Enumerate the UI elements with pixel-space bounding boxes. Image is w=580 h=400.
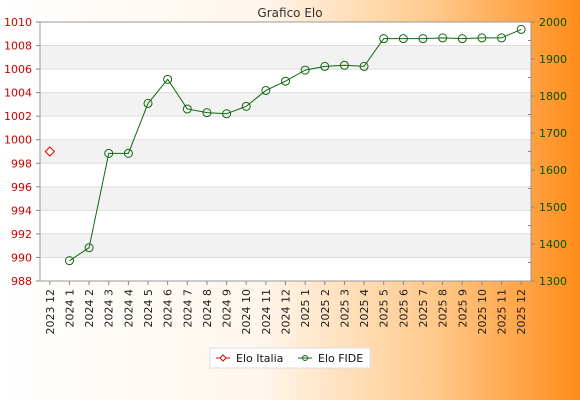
legend-box — [209, 347, 371, 369]
data-point — [222, 109, 232, 119]
data-point — [84, 243, 94, 253]
x-tick-label: 2025 7 — [417, 289, 430, 328]
legend-marker — [219, 354, 227, 362]
data-point — [300, 65, 310, 75]
grid-band — [40, 186, 531, 211]
data-point — [182, 104, 192, 114]
grid-band — [40, 92, 531, 117]
data-point — [359, 61, 369, 71]
grid-band — [40, 45, 531, 70]
data-point — [320, 61, 330, 71]
x-tick-label: 2025 11 — [496, 289, 509, 335]
chart-title: Grafico Elo — [257, 6, 322, 20]
y-left-tick-label: 992 — [11, 228, 32, 241]
y-left-tick-label: 1000 — [4, 134, 32, 147]
grid-band — [40, 139, 531, 164]
data-point — [457, 34, 467, 44]
x-tick-label: 2025 10 — [476, 289, 489, 335]
x-tick-label: 2024 11 — [260, 289, 273, 335]
x-tick-label: 2024 12 — [280, 289, 293, 335]
data-point — [477, 33, 487, 43]
x-tick-label: 2024 9 — [221, 289, 234, 328]
y-left-tick-label: 1008 — [4, 40, 32, 53]
y-right-tick-label: 1500 — [539, 201, 567, 214]
legend-label: Elo FIDE — [318, 352, 363, 365]
x-tick-label: 2024 4 — [122, 289, 135, 328]
x-tick-label: 2024 3 — [103, 289, 116, 328]
x-tick-label: 2025 4 — [358, 289, 371, 328]
data-point — [418, 34, 428, 44]
data-point — [64, 256, 74, 266]
x-tick-label: 2024 10 — [240, 289, 253, 335]
y-right-tick-label: 1800 — [539, 90, 567, 103]
y-right-tick-label: 1300 — [539, 275, 567, 288]
y-right-tick-label: 1700 — [539, 127, 567, 140]
x-tick-label: 2024 5 — [142, 289, 155, 328]
x-tick-label: 2024 8 — [201, 289, 214, 328]
y-right-tick-label: 1600 — [539, 164, 567, 177]
x-tick-label: 2024 2 — [83, 289, 96, 328]
y-right-tick-label: 1400 — [539, 238, 567, 251]
x-tick-label: 2024 6 — [162, 289, 175, 328]
series-line-1 — [69, 28, 522, 262]
x-tick-label: 2025 12 — [515, 289, 528, 335]
data-point — [241, 101, 251, 111]
data-point — [44, 146, 56, 157]
x-tick-label: 2025 1 — [299, 289, 312, 328]
data-point — [104, 148, 114, 158]
y-left-tick-label: 998 — [11, 157, 32, 170]
data-point — [339, 60, 349, 70]
y-right-tick-label: 1900 — [539, 53, 567, 66]
data-point — [261, 85, 271, 95]
data-point — [398, 34, 408, 44]
y-left-tick-label: 988 — [11, 275, 32, 288]
x-tick-label: 2024 7 — [181, 289, 194, 328]
x-tick-label: 2025 8 — [437, 289, 450, 328]
y-left-tick-label: 1004 — [4, 87, 32, 100]
x-tick-label: 2025 3 — [338, 289, 351, 328]
x-tick-label: 2024 1 — [63, 289, 76, 328]
y-left-tick-label: 990 — [11, 251, 32, 264]
data-point — [202, 108, 212, 118]
legend-marker — [302, 355, 308, 361]
data-point — [438, 33, 448, 43]
data-point — [123, 148, 133, 158]
data-point — [497, 33, 507, 43]
x-tick-label: 2023 12 — [44, 289, 57, 335]
x-tick-label: 2025 2 — [319, 289, 332, 328]
y-left-tick-label: 994 — [11, 204, 32, 217]
data-point — [379, 34, 389, 44]
data-point — [281, 76, 290, 86]
data-point — [516, 24, 526, 34]
legend-label: Elo Italia — [236, 352, 283, 365]
x-tick-label: 2025 9 — [456, 289, 469, 328]
y-left-tick-label: 996 — [11, 181, 32, 194]
y-right-tick-label: 2000 — [539, 16, 567, 29]
x-tick-label: 2025 5 — [378, 289, 391, 328]
x-tick-label: 2025 6 — [397, 289, 410, 328]
data-point — [143, 98, 153, 108]
grid-band — [40, 233, 531, 258]
y-left-tick-label: 1006 — [4, 63, 32, 76]
y-left-tick-label: 1010 — [4, 16, 32, 29]
y-left-tick-label: 1002 — [4, 110, 32, 123]
data-point — [163, 74, 173, 84]
